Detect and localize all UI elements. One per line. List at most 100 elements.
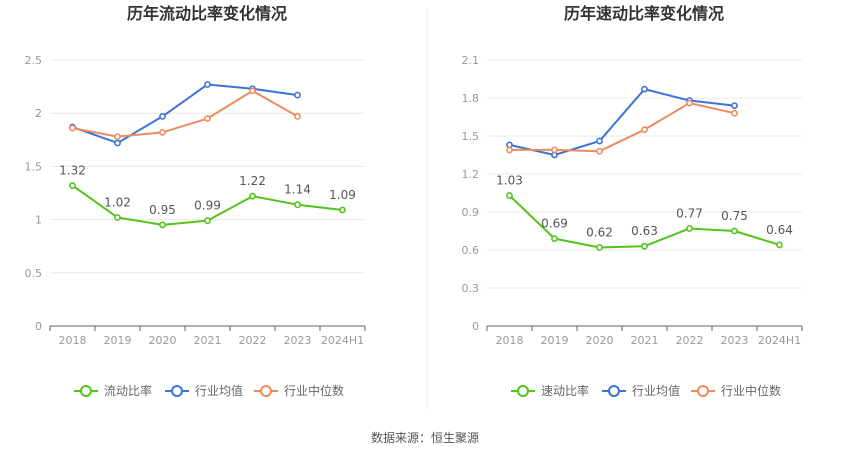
data-point xyxy=(731,102,738,109)
data-label: 1.09 xyxy=(329,188,356,202)
legend-item[interactable]: 行业均值 xyxy=(165,383,243,398)
chart-title: 历年速动比率变化情况 xyxy=(564,4,724,23)
data-label: 1.03 xyxy=(496,174,523,188)
x-tick-label: 2020 xyxy=(149,334,177,347)
data-point xyxy=(506,146,513,154)
chart-title: 历年流动比率变化情况 xyxy=(127,4,287,23)
y-tick-label: 1.8 xyxy=(462,92,480,105)
data-point xyxy=(551,235,558,242)
data-point xyxy=(641,85,648,93)
chart-panel-2: 历年速动比率变化情况 0 0.3 0.6 0.9 1.2 1.5 1.8 2.1 2018 2019… xyxy=(462,4,803,398)
data-point xyxy=(596,244,603,251)
data-label: 0.75 xyxy=(721,209,748,223)
data-point xyxy=(596,137,603,145)
data-point xyxy=(294,91,301,99)
x-tick-label: 2019 xyxy=(104,334,132,347)
y-tick-label: 0.6 xyxy=(462,244,480,257)
data-point xyxy=(69,124,76,132)
legend-label: 速动比率 xyxy=(541,383,589,398)
series-line xyxy=(509,102,735,153)
data-label: 0.77 xyxy=(676,206,703,220)
data-label: 0.99 xyxy=(194,199,221,213)
y-tick-label: 2 xyxy=(35,107,42,120)
legend-item[interactable]: 行业中位数 xyxy=(691,383,781,398)
data-label: 1.02 xyxy=(104,195,131,209)
legend-item[interactable]: 流动比率 xyxy=(74,383,152,398)
x-tick-label: 2020 xyxy=(586,334,614,347)
data-point xyxy=(114,214,121,221)
data-source-label: 数据来源：恒生聚源 xyxy=(371,430,479,445)
data-point xyxy=(294,112,301,120)
x-tick-label: 2018 xyxy=(59,334,87,347)
legend-marker xyxy=(697,385,709,397)
x-tick-label: 2022 xyxy=(239,334,267,347)
y-tick-label: 1.5 xyxy=(25,160,43,173)
legend-marker xyxy=(80,385,92,397)
data-point xyxy=(249,87,256,95)
data-point xyxy=(204,217,211,225)
legend-label: 行业均值 xyxy=(195,383,243,398)
legend-marker xyxy=(260,385,272,397)
y-tick-label: 2.5 xyxy=(25,54,43,67)
data-point xyxy=(204,81,211,88)
x-tick-label: 2023 xyxy=(721,334,749,347)
data-point xyxy=(159,221,166,229)
x-tick-label: 2021 xyxy=(631,334,659,347)
y-tick-label: 0.5 xyxy=(25,267,43,280)
data-point xyxy=(204,115,211,122)
legend-marker xyxy=(517,385,529,397)
data-point xyxy=(114,133,121,141)
data-point xyxy=(686,225,693,232)
series-line xyxy=(509,88,735,156)
y-tick-label: 0.9 xyxy=(462,206,480,219)
data-point xyxy=(114,139,121,147)
legend-label: 流动比率 xyxy=(104,383,152,398)
legend-label: 行业均值 xyxy=(632,383,680,398)
legend-label: 行业中位数 xyxy=(721,383,781,398)
data-point xyxy=(339,206,346,214)
data-point xyxy=(159,112,166,120)
data-label: 0.62 xyxy=(586,225,613,239)
series-line xyxy=(72,83,298,144)
y-tick-label: 1 xyxy=(35,214,42,227)
legend-marker xyxy=(608,385,620,397)
data-point xyxy=(731,227,738,235)
x-tick-label: 2024H1 xyxy=(758,334,801,347)
data-point xyxy=(641,126,648,134)
data-label: 0.69 xyxy=(541,217,568,231)
data-point xyxy=(776,241,783,249)
series-line xyxy=(72,89,298,138)
data-point xyxy=(159,128,166,136)
data-label: 1.22 xyxy=(239,174,266,188)
data-label: 0.95 xyxy=(149,203,176,217)
x-tick-label: 2024H1 xyxy=(321,334,364,347)
data-point xyxy=(596,147,603,155)
legend-label: 行业中位数 xyxy=(284,383,344,398)
data-point xyxy=(294,201,301,209)
data-point xyxy=(249,192,256,200)
y-tick-label: 2.1 xyxy=(462,54,480,67)
data-point xyxy=(551,146,558,154)
legend-item[interactable]: 行业中位数 xyxy=(254,383,344,398)
y-tick-label: 1.2 xyxy=(462,168,480,181)
x-tick-label: 2022 xyxy=(676,334,704,347)
data-label: 1.14 xyxy=(284,183,311,197)
legend-item[interactable]: 行业均值 xyxy=(602,383,680,398)
data-label: 0.64 xyxy=(766,223,793,237)
x-tick-label: 2019 xyxy=(541,334,569,347)
x-tick-label: 2021 xyxy=(194,334,222,347)
y-tick-label: 1.5 xyxy=(462,130,480,143)
x-tick-label: 2018 xyxy=(496,334,524,347)
data-point xyxy=(686,99,693,107)
chart-panel-1: 历年流动比率变化情况 0 0.5 1 1.5 2 2.5 2018 2019 2020 2021 20… xyxy=(25,4,366,398)
legend-marker xyxy=(171,385,183,397)
y-tick-label: 0.3 xyxy=(462,282,480,295)
data-point xyxy=(641,242,648,250)
legend-item[interactable]: 速动比率 xyxy=(511,383,589,398)
x-tick-label: 2023 xyxy=(284,334,312,347)
data-point xyxy=(506,192,513,199)
y-tick-label: 0 xyxy=(35,320,42,333)
data-point xyxy=(731,109,738,117)
data-label: 1.32 xyxy=(59,164,86,178)
